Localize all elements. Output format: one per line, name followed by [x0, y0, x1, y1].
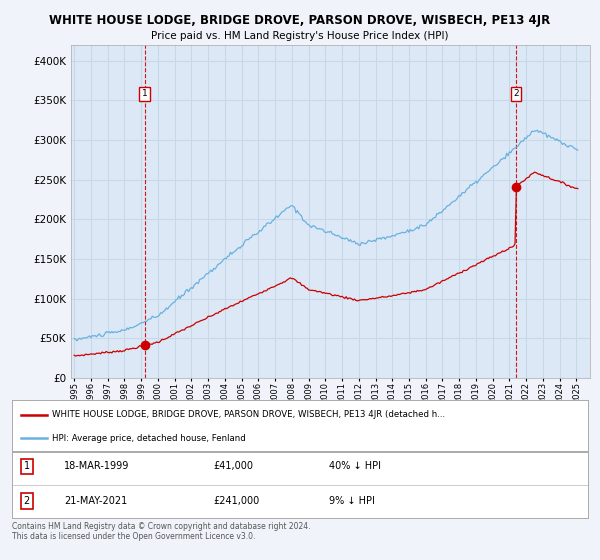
Text: 1: 1	[23, 461, 29, 472]
Text: Price paid vs. HM Land Registry's House Price Index (HPI): Price paid vs. HM Land Registry's House …	[151, 31, 449, 41]
Text: 40% ↓ HPI: 40% ↓ HPI	[329, 461, 381, 472]
Text: 2: 2	[23, 496, 30, 506]
Text: 2: 2	[513, 90, 518, 99]
Text: Contains HM Land Registry data © Crown copyright and database right 2024.
This d: Contains HM Land Registry data © Crown c…	[12, 522, 311, 542]
Text: WHITE HOUSE LODGE, BRIDGE DROVE, PARSON DROVE, WISBECH, PE13 4JR: WHITE HOUSE LODGE, BRIDGE DROVE, PARSON …	[49, 14, 551, 27]
Text: 1: 1	[142, 90, 148, 99]
Text: 9% ↓ HPI: 9% ↓ HPI	[329, 496, 374, 506]
Text: £41,000: £41,000	[214, 461, 254, 472]
Text: 21-MAY-2021: 21-MAY-2021	[64, 496, 127, 506]
Text: 18-MAR-1999: 18-MAR-1999	[64, 461, 129, 472]
Text: HPI: Average price, detached house, Fenland: HPI: Average price, detached house, Fenl…	[52, 433, 246, 443]
Text: £241,000: £241,000	[214, 496, 260, 506]
Text: WHITE HOUSE LODGE, BRIDGE DROVE, PARSON DROVE, WISBECH, PE13 4JR (detached h...: WHITE HOUSE LODGE, BRIDGE DROVE, PARSON …	[52, 410, 445, 419]
